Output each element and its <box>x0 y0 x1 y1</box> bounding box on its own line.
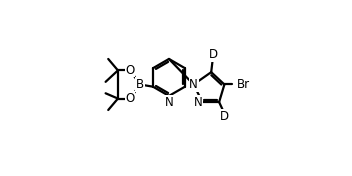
Text: D: D <box>208 48 218 61</box>
Text: N: N <box>189 78 198 91</box>
Text: N: N <box>165 96 173 109</box>
Text: N: N <box>194 96 202 109</box>
Text: D: D <box>220 110 229 123</box>
Text: B: B <box>136 78 144 91</box>
Text: Br: Br <box>237 78 250 91</box>
Text: O: O <box>126 64 135 77</box>
Text: O: O <box>126 92 135 105</box>
